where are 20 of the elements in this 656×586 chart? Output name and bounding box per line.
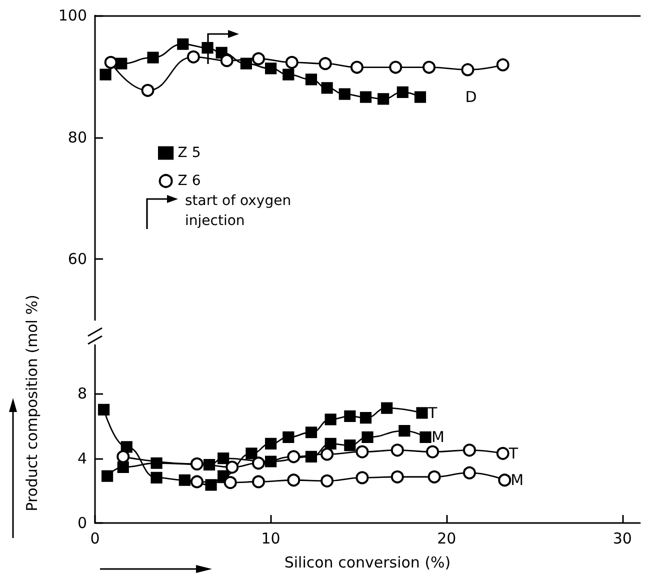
annotation: D xyxy=(465,88,477,106)
y-tick-label: 100 xyxy=(58,6,87,24)
x-tick-label: 30 xyxy=(612,530,632,548)
x-tick-label: 10 xyxy=(261,530,280,548)
y-tick-label: 80 xyxy=(68,128,87,146)
y-tick-label: 4 xyxy=(77,449,87,468)
legend-label: Z 6 xyxy=(178,173,201,189)
x-tick-label: 20 xyxy=(437,530,456,548)
x-axis-title: Silicon conversion (%) xyxy=(284,554,451,572)
y-tick-label: 0 xyxy=(77,514,87,532)
series-label: T xyxy=(427,404,438,422)
series-label: M xyxy=(432,428,444,446)
annotation: start of oxygen injection xyxy=(185,193,296,229)
x-tick-label: 0 xyxy=(90,530,100,548)
series-label: M xyxy=(510,471,524,490)
y-tick-label: 60 xyxy=(68,250,87,268)
legend-label: Z 5 xyxy=(178,145,201,161)
series-label: T xyxy=(508,444,519,462)
y-tick-label: 8 xyxy=(77,384,87,403)
y-axis-title: Product composition (mol %) xyxy=(22,294,42,514)
